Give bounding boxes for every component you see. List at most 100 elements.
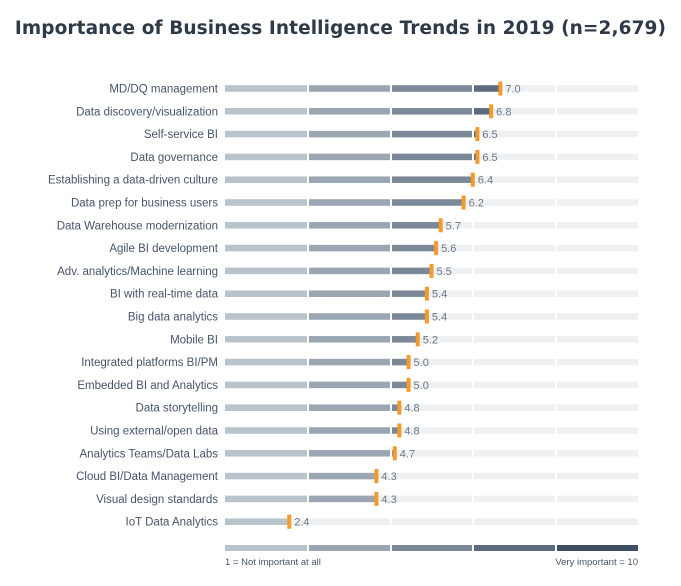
- bar-separator: [390, 221, 392, 230]
- bar-separator: [307, 472, 309, 480]
- bar-segment: [308, 244, 391, 252]
- bar-segment: [391, 130, 473, 138]
- bar-segment: [308, 267, 391, 275]
- bar-segment: [308, 404, 391, 411]
- bar-separator: [390, 153, 392, 161]
- bar-separator: [307, 198, 309, 207]
- value-label: 6.5: [482, 152, 497, 164]
- bar-separator: [390, 426, 392, 435]
- bar-segment: [308, 222, 391, 229]
- value-label: 5.7: [446, 220, 461, 232]
- bar-separator: [307, 381, 309, 389]
- bar-separator: [390, 107, 392, 116]
- bar-segment: [308, 427, 391, 434]
- bar-segment: [308, 108, 391, 115]
- value-marker: [374, 491, 379, 506]
- value-marker: [406, 355, 411, 370]
- bar-track: [225, 358, 638, 366]
- bar-separator: [390, 84, 392, 93]
- bar-segment: [391, 85, 473, 92]
- bar-segment: [225, 153, 308, 161]
- value-marker: [429, 263, 434, 278]
- scale-segment: [473, 545, 556, 551]
- bar-segment: [391, 244, 437, 252]
- bar-separator: [472, 221, 474, 230]
- bar-separator: [390, 449, 392, 458]
- bar-separator: [390, 289, 392, 298]
- value-label: 5.0: [414, 357, 429, 369]
- bar-separator: [555, 289, 557, 298]
- value-marker: [489, 104, 494, 119]
- category-label: Data governance: [130, 152, 218, 164]
- bar-separator: [555, 84, 557, 93]
- value-marker: [424, 286, 429, 301]
- bar-separator: [307, 426, 309, 435]
- value-label: 5.0: [414, 380, 429, 392]
- bar-separator: [472, 267, 474, 275]
- value-marker: [470, 172, 475, 187]
- bar-separator: [307, 244, 309, 252]
- bar-separator: [472, 198, 474, 207]
- value-marker: [415, 332, 420, 347]
- bar-separator: [472, 335, 474, 344]
- category-label: IoT Data Analytics: [126, 517, 219, 529]
- scale-high-label: Very important = 10: [555, 557, 638, 568]
- category-label: Data storytelling: [136, 403, 218, 415]
- bar-segment: [225, 381, 308, 389]
- bar-separator: [472, 289, 474, 298]
- bar-segment: [391, 404, 400, 411]
- bar-separator: [555, 175, 557, 184]
- bar-separator: [555, 312, 557, 321]
- bar-segment: [225, 427, 308, 434]
- value-label: 6.8: [496, 106, 511, 118]
- bar-track: [225, 336, 638, 343]
- bar-separator: [555, 153, 557, 161]
- chart-title: Importance of Business Intelligence Tren…: [14, 18, 667, 39]
- bar-separator: [555, 130, 557, 138]
- value-label: 5.4: [432, 312, 447, 324]
- bar-separator: [472, 312, 474, 321]
- bar-separator: [390, 335, 392, 344]
- scale-separator: [307, 544, 309, 552]
- bar-segment: [225, 130, 308, 138]
- bar-separator: [472, 517, 474, 526]
- scale-segment: [391, 545, 473, 551]
- value-label: 5.6: [441, 243, 456, 255]
- bar-separator: [555, 517, 557, 526]
- category-label: Cloud BI/Data Management: [76, 471, 219, 483]
- bar-separator: [555, 267, 557, 275]
- value-marker: [287, 514, 292, 529]
- bar-separator: [307, 221, 309, 230]
- bar-segment: [308, 153, 391, 161]
- bar-separator: [307, 335, 309, 344]
- bar-separator: [390, 244, 392, 252]
- bar-track: [225, 313, 638, 320]
- scale-segment: [556, 545, 638, 551]
- bar-separator: [307, 312, 309, 321]
- category-label: Establishing a data-driven culture: [48, 175, 218, 187]
- value-marker: [392, 446, 397, 461]
- bar-segment: [225, 518, 290, 525]
- value-label: 5.4: [432, 289, 447, 301]
- bar-separator: [390, 403, 392, 412]
- bar-separator: [307, 495, 309, 503]
- bar-separator: [555, 107, 557, 116]
- bar-separator: [472, 244, 474, 252]
- bar-separator: [472, 381, 474, 389]
- bar-segment: [225, 358, 308, 366]
- bar-segment: [391, 199, 464, 206]
- scale-segment: [225, 545, 308, 551]
- value-label: 6.4: [478, 175, 493, 187]
- bar-segment: [473, 153, 478, 161]
- bar-separator: [307, 267, 309, 275]
- bar-separator: [472, 495, 474, 503]
- bar-separator: [555, 381, 557, 389]
- bar-separator: [555, 403, 557, 412]
- value-label: 5.5: [437, 266, 452, 278]
- bar-separator: [555, 358, 557, 366]
- value-marker: [438, 218, 443, 233]
- bar-separator: [472, 84, 474, 93]
- bar-track: [225, 450, 638, 457]
- bar-separator: [555, 472, 557, 480]
